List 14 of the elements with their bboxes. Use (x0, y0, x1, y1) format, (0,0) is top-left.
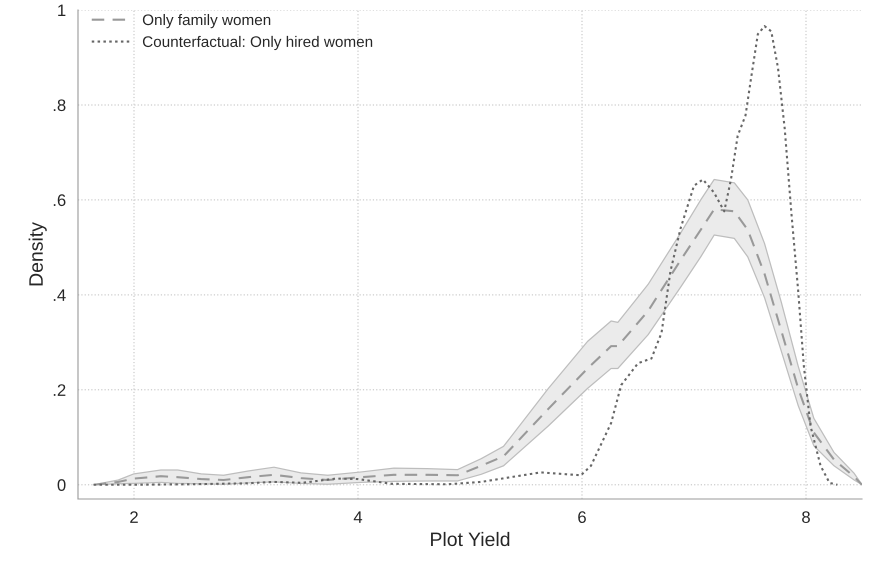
x-tick-label: 4 (354, 511, 362, 523)
y-tick-label: .6 (54, 194, 66, 206)
y-tick-label: 1 (58, 4, 66, 16)
x-tick-label: 8 (802, 511, 810, 524)
x-tick-label: 2 (130, 511, 138, 523)
y-tick-label: .2 (54, 384, 66, 396)
y-tick-label: .8 (54, 99, 66, 112)
y-tick-label: .4 (54, 289, 66, 301)
legend-label: Only family women (142, 14, 270, 28)
x-tick-label: 6 (578, 511, 586, 524)
y-tick-label: 0 (58, 479, 66, 491)
legend-label: Counterfactual: Only hired women (142, 36, 372, 50)
y-axis-title: Density (28, 222, 47, 286)
x-axis-title: Plot Yield (431, 532, 510, 546)
